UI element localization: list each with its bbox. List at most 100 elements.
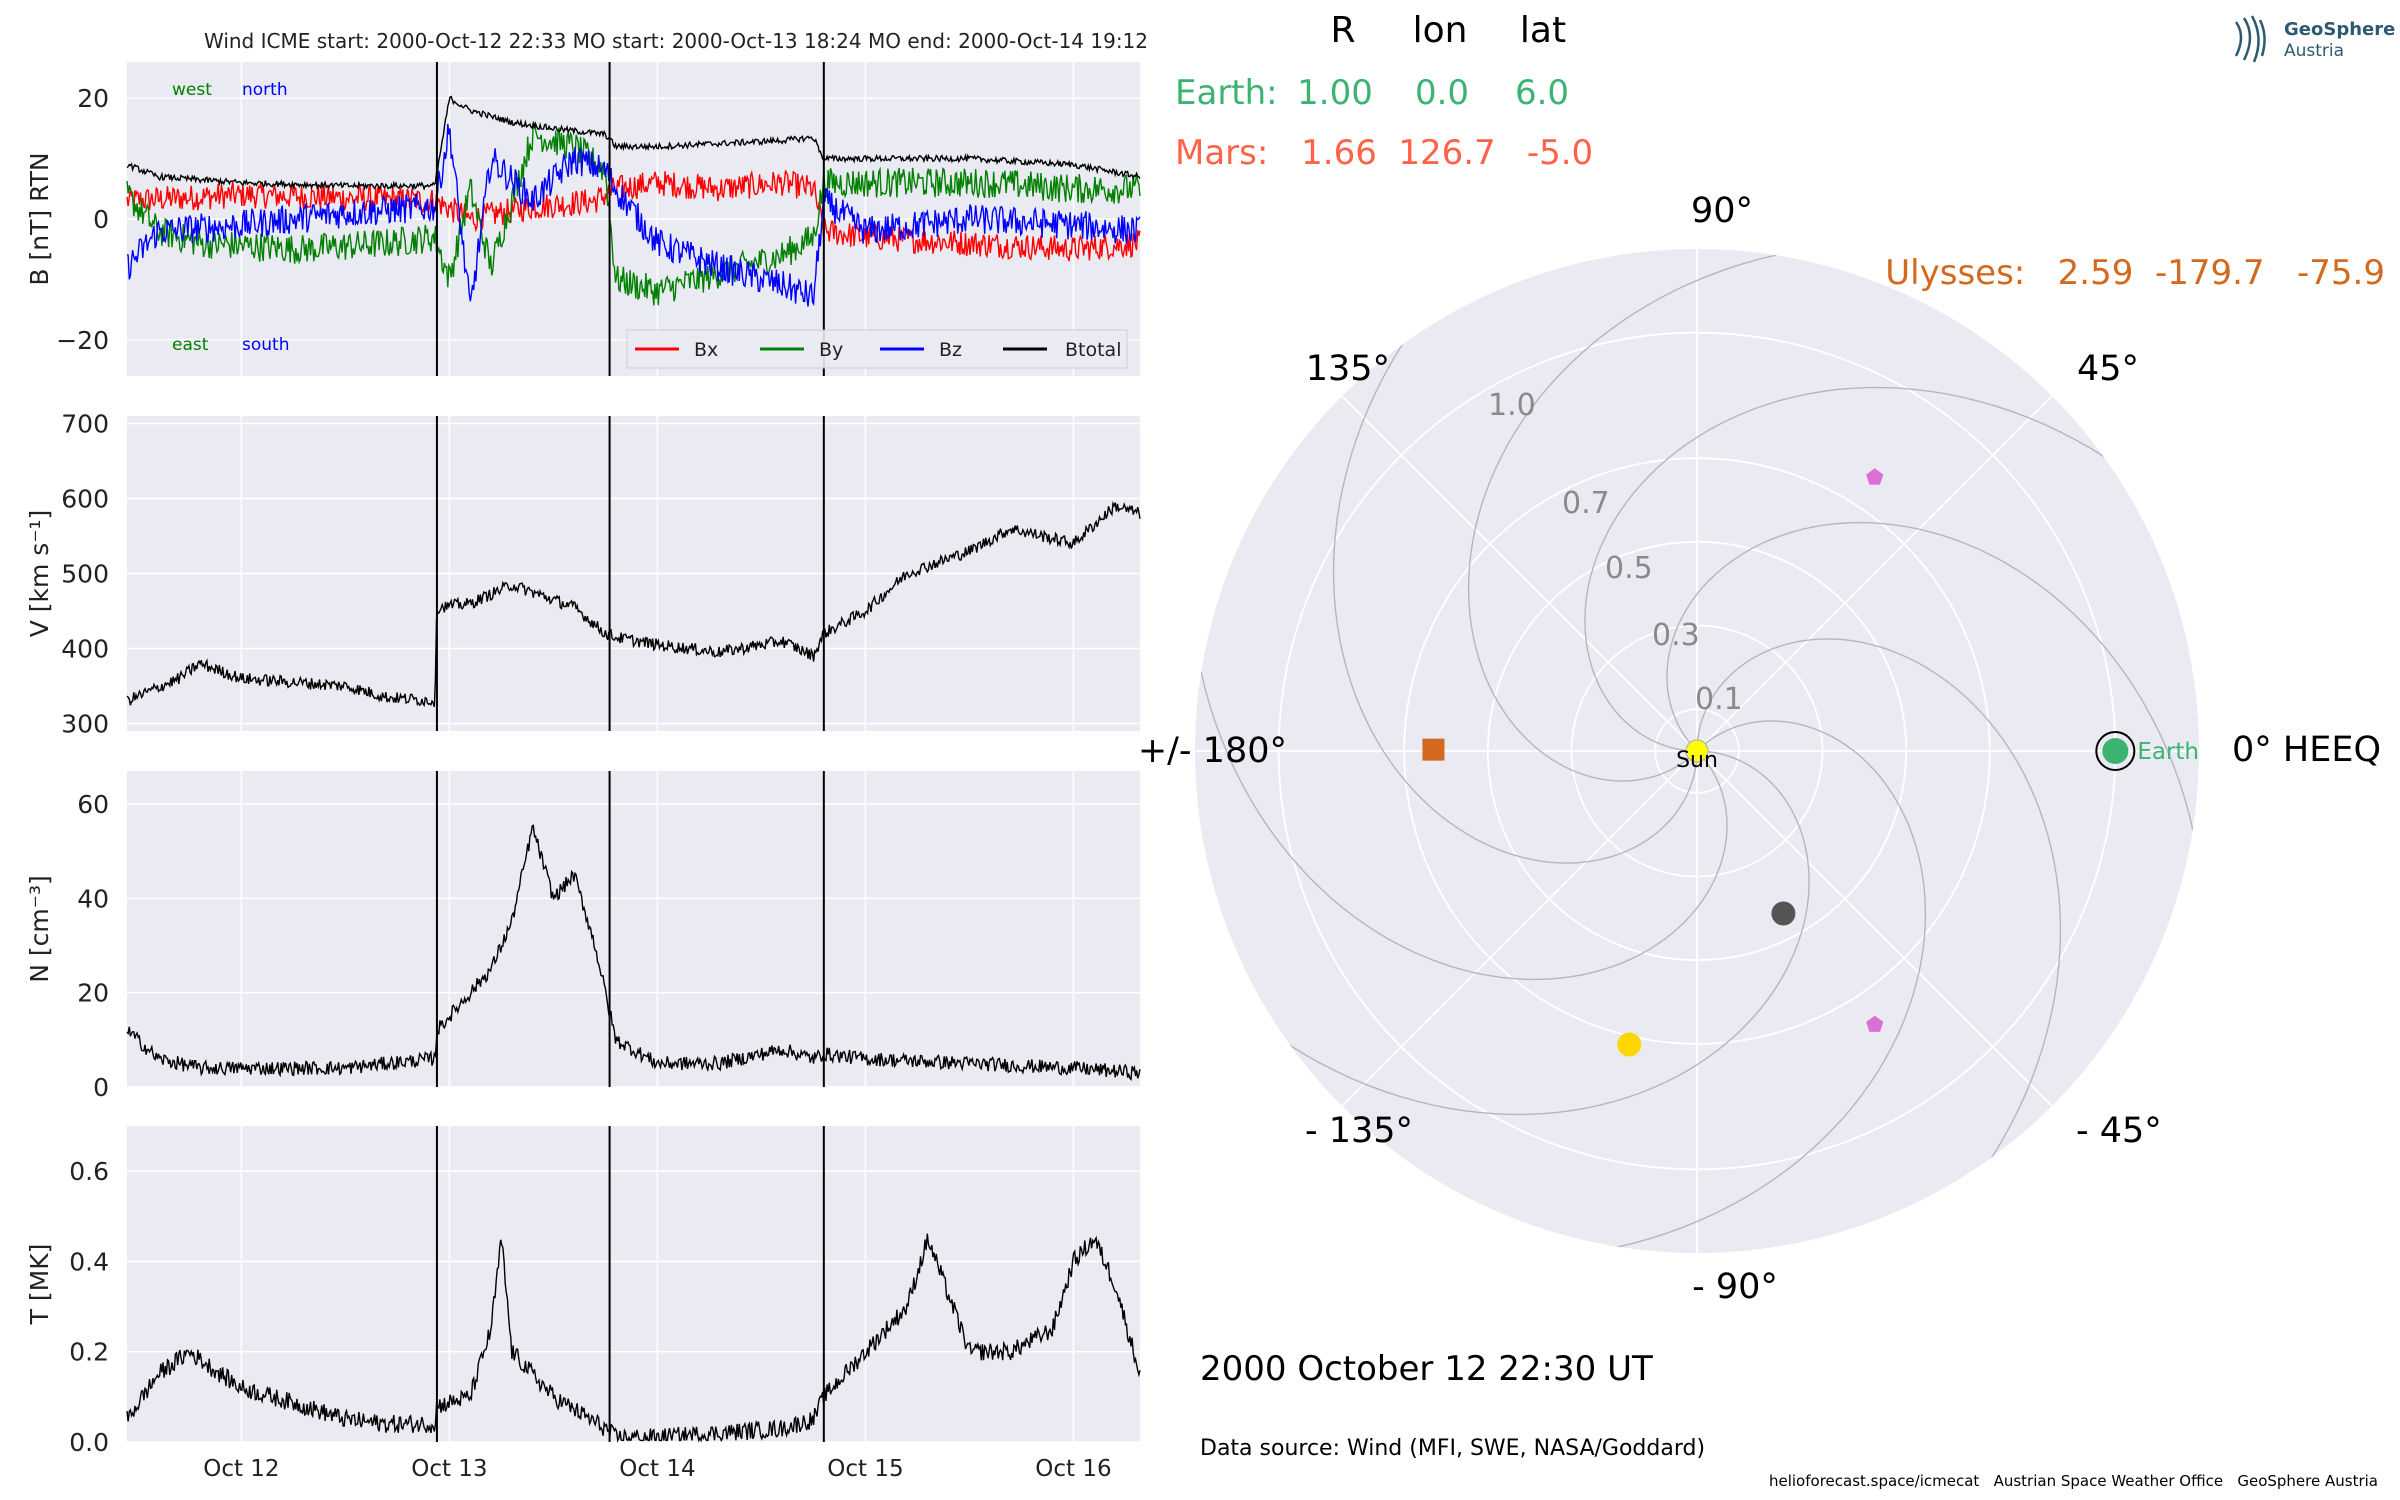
header-lat: lat <box>1520 10 1566 51</box>
mars-lon: 126.7 <box>1398 133 1495 173</box>
annotation-east: east <box>172 335 209 355</box>
gray-body-marker <box>1771 901 1796 926</box>
sun-marker <box>1685 739 1709 763</box>
polar-spoke <box>1341 395 1698 752</box>
geosphere-logo-icon <box>2234 15 2266 63</box>
radial-tick-label: 1.0 <box>1488 388 1536 423</box>
annotation-north: north <box>242 80 288 100</box>
parker-spiral-line <box>1666 521 2199 946</box>
y-tick-label: 40 <box>77 884 109 913</box>
y-axis-label: T [MK] <box>25 1244 54 1326</box>
x-tick-label: Oct 16 <box>1035 1456 1111 1482</box>
parker-spiral-line <box>1502 720 1927 1253</box>
series-btotal <box>126 95 1141 192</box>
ulysses-position: Ulysses: 2.59 -179.7 -75.9 <box>1885 253 2385 293</box>
mars-r: 1.66 <box>1301 133 1377 173</box>
speed-panel: 300 400 500 600 700 V [km s⁻¹] <box>25 410 1141 739</box>
series-n <box>126 824 1141 1081</box>
series-t <box>126 1233 1141 1443</box>
parker-spiral-line <box>1696 638 2062 1249</box>
header-lon: lon <box>1413 10 1468 51</box>
panel-background <box>127 1126 1140 1442</box>
polar-position-plot: 0.1 0.3 0.5 0.7 1.0 0° HEEQ 45° 90° 135° +/- 180°… <box>1138 191 2381 1307</box>
plot-title: Wind ICME start: 2000-Oct-12 22:33 MO st… <box>204 29 1148 53</box>
annotation-west: west <box>172 80 212 100</box>
earth-label: Earth <box>2137 739 2199 765</box>
logo-line2: Austria <box>2284 41 2344 61</box>
y-tick-label: 0.4 <box>69 1247 109 1276</box>
parker-spiral-line <box>1199 750 1810 1116</box>
parker-spirals <box>1195 249 2199 1253</box>
series-bx <box>126 169 1141 262</box>
pentagon-body-2-marker <box>1866 1015 1884 1032</box>
data-source: Data source: Wind (MFI, SWE, NASA/Goddar… <box>1200 1436 1705 1461</box>
ulysses-marker <box>1422 738 1445 761</box>
y-tick-label: 0 <box>93 205 109 234</box>
y-tick-label: 0.2 <box>69 1338 109 1367</box>
x-tick-label: Oct 14 <box>619 1456 695 1482</box>
x-tick-label: Oct 13 <box>411 1456 487 1482</box>
parker-spiral-line <box>1332 253 1698 864</box>
y-axis-label: B [nT] RTN <box>25 152 54 285</box>
legend-label-btotal: Btotal <box>1065 339 1121 361</box>
y-tick-label: 600 <box>61 485 109 514</box>
magnetic-field-panel: −20 0 20 B [nT] RTN west north east south Bx By Bz… <box>25 62 1141 376</box>
earth-lon: 0.0 <box>1415 73 1469 113</box>
y-tick-label: 20 <box>77 979 109 1008</box>
y-axis-label: N [cm⁻³] <box>25 875 54 982</box>
logo-line1: GeoSphere <box>2284 19 2395 40</box>
yellow-body-marker <box>1617 1032 1642 1057</box>
legend-label-by: By <box>819 339 843 361</box>
earth-lat: 6.0 <box>1515 73 1569 113</box>
angle-label: +/- 180° <box>1138 731 1287 771</box>
polar-spoke <box>1696 395 2053 752</box>
series-v <box>126 501 1141 708</box>
y-tick-label: 400 <box>61 635 109 664</box>
pentagon-body-1-marker <box>1866 468 1884 485</box>
density-panel: 0 20 40 60 N [cm⁻³] <box>25 771 1141 1102</box>
radial-tick-label: 0.1 <box>1695 682 1743 717</box>
earth-orbit-ring <box>2095 731 2136 771</box>
positions-table: R lon lat Earth: 1.00 0.0 6.0 Mars: 1.66… <box>1175 10 2385 293</box>
parker-spiral-line <box>1467 249 1892 782</box>
y-tick-label: 500 <box>61 560 109 589</box>
polar-spoke <box>1696 750 2053 1107</box>
mars-name: Mars: <box>1175 133 1268 173</box>
y-tick-label: 300 <box>61 710 109 739</box>
y-axis-label: V [km s⁻¹] <box>25 510 54 638</box>
y-tick-label: 700 <box>61 410 109 439</box>
polar-spoke <box>1341 750 1698 1107</box>
y-tick-label: 60 <box>77 790 109 819</box>
geosphere-logo: GeoSphere Austria <box>2234 15 2395 63</box>
annotation-south: south <box>242 335 289 355</box>
temperature-panel: 0.0 0.2 0.4 0.6 T [MK] Oct 12 Oct 13 Oct 14 Oct … <box>25 1126 1141 1482</box>
earth-name: Earth: <box>1175 73 1278 113</box>
series-bz <box>126 123 1141 307</box>
date-label: 2000 October 12 22:30 UT <box>1200 1349 1653 1389</box>
y-tick-label: 20 <box>77 84 109 113</box>
angle-label: 90° <box>1691 191 1753 231</box>
radial-tick-label: 0.7 <box>1562 486 1610 521</box>
angle-label: - 45° <box>2076 1111 2162 1151</box>
sun-label: Sun <box>1676 748 1718 773</box>
y-tick-label: 0.6 <box>69 1157 109 1186</box>
legend-label-bz: Bz <box>939 339 962 361</box>
earth-r: 1.00 <box>1297 73 1373 113</box>
legend-label-bx: Bx <box>694 339 718 361</box>
angle-label: 0° HEEQ <box>2232 730 2381 770</box>
footer-credits: helioforecast.space/icmecat Austrian Spa… <box>1769 1472 2378 1490</box>
mars-lat: -5.0 <box>1527 133 1593 173</box>
radial-tick-label: 0.3 <box>1652 618 1700 653</box>
series-by <box>126 121 1141 306</box>
header-r: R <box>1330 10 1355 51</box>
y-tick-label: −20 <box>56 326 109 355</box>
x-tick-label: Oct 15 <box>827 1456 903 1482</box>
legend: Bx By Bz Btotal <box>626 329 1128 369</box>
angle-label: - 90° <box>1692 1267 1778 1307</box>
panel-background <box>127 771 1140 1087</box>
parker-spiral-line <box>1584 386 2195 752</box>
angle-label: - 135° <box>1305 1111 1413 1151</box>
angle-label: 45° <box>2077 349 2139 389</box>
parker-spiral-line <box>1195 556 1728 981</box>
